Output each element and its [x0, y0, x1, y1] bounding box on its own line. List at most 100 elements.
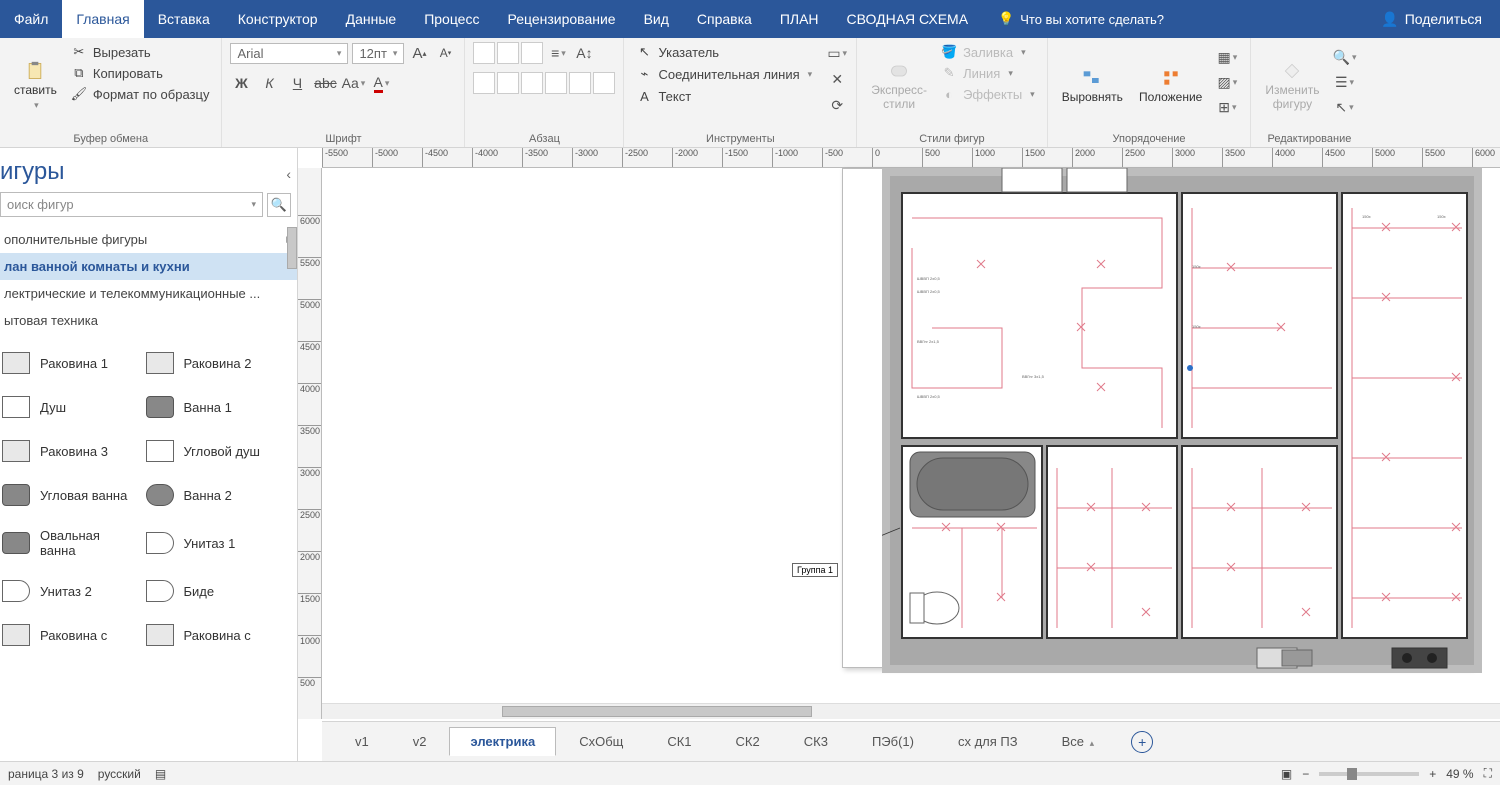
tab-view[interactable]: Вид	[630, 0, 683, 38]
floorplan-drawing[interactable]: ШВВП 2х0,5ШВВП 2х0,5 ВВГнг 2х1,5ШВВП 2х0…	[882, 168, 1482, 673]
shape-sink-1[interactable]: Раковина 1	[0, 342, 140, 384]
pointer-tool[interactable]: ↖Указатель	[632, 42, 816, 62]
send-back-button[interactable]: ▨▾	[1216, 71, 1238, 93]
page-tab-7[interactable]: СК3	[783, 727, 849, 756]
indent-dec[interactable]	[569, 72, 591, 94]
tab-plan[interactable]: ПЛАН	[766, 0, 833, 38]
quick-styles-button[interactable]: Экспресс- стили	[865, 42, 933, 130]
line-button[interactable]: ✎Линия▾	[937, 63, 1039, 83]
rectangle-tool[interactable]: ▭▾	[826, 42, 848, 64]
tell-me[interactable]: 💡 Что вы хотите сделать?	[982, 0, 1180, 38]
layers-button[interactable]: ☰▾	[1334, 71, 1356, 93]
strike-button[interactable]: abc	[314, 72, 336, 94]
rotate-tool[interactable]: ⟳	[826, 94, 848, 116]
language-indicator[interactable]: русский	[98, 767, 141, 781]
align-top-center[interactable]	[497, 42, 519, 64]
delete-tool[interactable]: ✕	[826, 68, 848, 90]
page-indicator[interactable]: раница 3 из 9	[8, 767, 84, 781]
category-bathroom[interactable]: лан ванной комнаты и кухни	[0, 253, 297, 280]
format-painter-button[interactable]: 🖌Формат по образцу	[67, 84, 214, 104]
tab-help[interactable]: Справка	[683, 0, 766, 38]
fill-button[interactable]: 🪣Заливка▾	[937, 42, 1039, 62]
shapes-search-input[interactable]: оиск фигур▾	[0, 192, 263, 217]
tab-file[interactable]: Файл	[0, 0, 62, 38]
bring-front-button[interactable]: ▦▾	[1216, 46, 1238, 68]
page-tab-v2[interactable]: v2	[392, 727, 448, 756]
zoom-in-button[interactable]: +	[1429, 767, 1436, 781]
tab-insert[interactable]: Вставка	[144, 0, 224, 38]
align-left[interactable]	[473, 72, 495, 94]
callout-label[interactable]: Группа 1	[792, 563, 838, 577]
tab-process[interactable]: Процесс	[410, 0, 493, 38]
shape-toilet-2[interactable]: Унитаз 2	[0, 570, 140, 612]
text-tool[interactable]: AТекст	[632, 86, 816, 106]
align-justify[interactable]	[545, 72, 567, 94]
bold-button[interactable]: Ж	[230, 72, 252, 94]
page-tab-9[interactable]: сх для ПЗ	[937, 727, 1039, 756]
share-button[interactable]: 👤 Поделиться	[1363, 0, 1500, 38]
presentation-mode-icon[interactable]: ▣	[1281, 767, 1292, 781]
font-color-button[interactable]: A▾	[370, 72, 392, 94]
find-button[interactable]: 🔍▾	[1334, 46, 1356, 68]
shape-corner-shower[interactable]: Угловой душ	[144, 430, 284, 472]
indent-inc[interactable]	[593, 72, 615, 94]
category-appliances[interactable]: ытовая техника	[0, 307, 297, 334]
position-button[interactable]: Положение	[1133, 42, 1208, 130]
ruler-vertical[interactable]: 5001000150020002500300035004000450050005…	[298, 168, 322, 719]
shape-toilet-1[interactable]: Унитаз 1	[144, 518, 284, 568]
page-tab-6[interactable]: СК2	[715, 727, 781, 756]
shape-sink-3[interactable]: Раковина 3	[0, 430, 140, 472]
align-center[interactable]	[497, 72, 519, 94]
more-shapes-row[interactable]: ополнительные фигуры▸	[0, 225, 297, 253]
align-button[interactable]: Выровнять	[1056, 42, 1129, 130]
select-button[interactable]: ↖▾	[1334, 96, 1356, 118]
shape-bath-2[interactable]: Ванна 2	[144, 474, 284, 516]
tab-review[interactable]: Рецензирование	[493, 0, 629, 38]
text-direction-button[interactable]: A↕	[573, 42, 595, 64]
font-name-select[interactable]: Arial▾	[230, 43, 348, 64]
cut-button[interactable]: ✂Вырезать	[67, 42, 214, 62]
category-electrical[interactable]: лектрические и телекоммуникационные ...	[0, 280, 297, 307]
bullets-button[interactable]: ≡▾	[547, 42, 569, 64]
collapse-panel-button[interactable]: ‹	[286, 166, 291, 182]
case-button[interactable]: Aa▾	[342, 72, 364, 94]
shape-bath-1[interactable]: Ванна 1	[144, 386, 284, 428]
shape-corner-bath[interactable]: Угловая ванна	[0, 474, 140, 516]
shape-sink-ext1[interactable]: Раковина с	[0, 614, 140, 656]
page-tab-5[interactable]: СК1	[646, 727, 712, 756]
category-scrollbar[interactable]	[287, 227, 297, 269]
page-tab-v1[interactable]: v1	[334, 727, 390, 756]
ruler-horizontal[interactable]: -5500-5000-4500-4000-3500-3000-2500-2000…	[322, 148, 1500, 168]
shape-sink-2[interactable]: Раковина 2	[144, 342, 284, 384]
tab-design[interactable]: Конструктор	[224, 0, 332, 38]
fit-page-button[interactable]: ⛶	[1484, 766, 1492, 781]
drawing-canvas[interactable]: ШВВП 2х0,5ШВВП 2х0,5 ВВГнг 2х1,5ШВВП 2х0…	[322, 168, 1500, 719]
shape-oval-bath[interactable]: Овальная ванна	[0, 518, 140, 568]
zoom-slider[interactable]	[1319, 772, 1419, 776]
connector-tool[interactable]: ⌁Соединительная линия▾	[632, 64, 816, 84]
macro-icon[interactable]: ▤	[155, 767, 166, 781]
add-page-button[interactable]: +	[1131, 731, 1153, 753]
grow-font-button[interactable]: A▴	[408, 42, 430, 64]
page-tab-electrical[interactable]: электрика	[449, 727, 556, 756]
tab-data[interactable]: Данные	[332, 0, 411, 38]
search-button[interactable]: 🔍	[267, 193, 291, 217]
copy-button[interactable]: ⧉Копировать	[67, 63, 214, 83]
horizontal-scrollbar[interactable]	[322, 703, 1500, 719]
shape-bidet[interactable]: Биде	[144, 570, 284, 612]
zoom-out-button[interactable]: −	[1302, 767, 1309, 781]
align-right[interactable]	[521, 72, 543, 94]
shrink-font-button[interactable]: A▾	[434, 42, 456, 64]
group-button[interactable]: ⊞▾	[1216, 96, 1238, 118]
zoom-level[interactable]: 49 %	[1446, 767, 1473, 781]
shape-shower[interactable]: Душ	[0, 386, 140, 428]
page-tab-all[interactable]: Все ▴	[1041, 727, 1116, 756]
tab-summary[interactable]: СВОДНАЯ СХЕМА	[833, 0, 983, 38]
underline-button[interactable]: Ч	[286, 72, 308, 94]
align-top-right[interactable]	[521, 42, 543, 64]
tab-home[interactable]: Главная	[62, 0, 143, 38]
page-tab-8[interactable]: ПЭб(1)	[851, 727, 935, 756]
page-tab-4[interactable]: СхОбщ	[558, 727, 644, 756]
change-shape-button[interactable]: Изменить фигуру	[1259, 42, 1325, 130]
italic-button[interactable]: К	[258, 72, 280, 94]
